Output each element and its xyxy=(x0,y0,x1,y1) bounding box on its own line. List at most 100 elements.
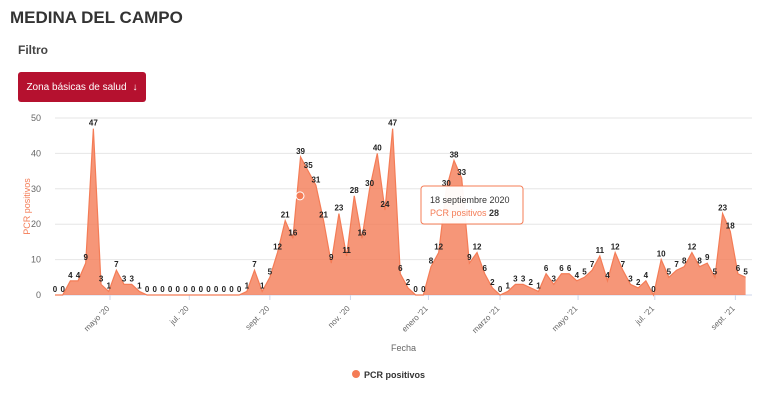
data-label: 39 xyxy=(296,147,305,156)
data-label: 6 xyxy=(736,264,741,273)
data-label: 2 xyxy=(529,278,534,287)
data-label: 9 xyxy=(467,253,472,262)
y-tick-label: 20 xyxy=(31,219,41,229)
data-label: 16 xyxy=(357,228,366,237)
data-label: 6 xyxy=(559,264,564,273)
data-label: 4 xyxy=(644,271,649,280)
data-label: 0 xyxy=(229,285,234,294)
filter-button[interactable]: Zona básicas de salud ↓ xyxy=(18,72,146,102)
data-label: 9 xyxy=(705,253,710,262)
data-label: 0 xyxy=(60,285,65,294)
data-label: 1 xyxy=(260,281,265,290)
data-label: 7 xyxy=(621,260,626,269)
data-label: 3 xyxy=(552,274,557,283)
data-label: 0 xyxy=(206,285,211,294)
data-label: 21 xyxy=(319,211,328,220)
data-label: 0 xyxy=(214,285,219,294)
data-label: 2 xyxy=(490,278,495,287)
data-label: 11 xyxy=(596,246,605,255)
area xyxy=(55,128,746,295)
y-tick-label: 0 xyxy=(36,290,41,300)
x-tick-label: sept. '21 xyxy=(709,304,737,332)
data-label: 21 xyxy=(281,211,290,220)
x-tick-label: enero '21 xyxy=(400,304,430,334)
legend-marker xyxy=(352,370,360,378)
data-label: 47 xyxy=(388,119,397,128)
data-label: 8 xyxy=(429,257,434,266)
data-label: 7 xyxy=(590,260,595,269)
data-label: 3 xyxy=(521,274,526,283)
data-label: 24 xyxy=(381,200,390,209)
data-label: 7 xyxy=(114,260,119,269)
x-tick-label: sept. '20 xyxy=(244,304,272,332)
data-label: 0 xyxy=(222,285,227,294)
data-label: 1 xyxy=(106,281,111,290)
data-label: 40 xyxy=(373,143,382,152)
arrow-icon: ↓ xyxy=(132,81,138,93)
data-label: 4 xyxy=(76,271,81,280)
data-label: 30 xyxy=(365,179,374,188)
y-tick-label: 40 xyxy=(31,148,41,158)
data-label: 0 xyxy=(176,285,181,294)
data-label: 10 xyxy=(657,250,666,259)
data-label: 0 xyxy=(145,285,150,294)
data-label: 35 xyxy=(304,161,313,170)
tooltip-series: PCR positivos xyxy=(430,208,487,218)
y-axis-title: PCR positivos xyxy=(22,178,32,235)
data-label: 6 xyxy=(398,264,403,273)
data-label: 5 xyxy=(667,267,672,276)
x-tick-label: nov. '20 xyxy=(326,304,352,330)
data-label: 0 xyxy=(168,285,173,294)
x-tick-label: mayo '21 xyxy=(550,304,580,334)
data-label: 2 xyxy=(406,278,411,287)
data-label: 8 xyxy=(682,257,687,266)
data-label: 12 xyxy=(434,243,443,252)
data-label: 0 xyxy=(53,285,58,294)
data-label: 5 xyxy=(582,267,587,276)
data-label: 18 xyxy=(726,221,735,230)
data-label: 1 xyxy=(536,281,541,290)
data-label: 9 xyxy=(83,253,88,262)
line xyxy=(55,128,746,297)
data-label: 8 xyxy=(697,257,702,266)
data-label: 0 xyxy=(183,285,188,294)
data-label: 4 xyxy=(575,271,580,280)
data-label: 6 xyxy=(482,264,487,273)
data-label: 3 xyxy=(122,274,127,283)
data-label: 12 xyxy=(473,243,482,252)
data-label: 33 xyxy=(457,168,466,177)
data-label: 12 xyxy=(611,243,620,252)
x-tick-label: jul. '21 xyxy=(633,304,657,328)
data-label: 0 xyxy=(199,285,204,294)
data-label: 23 xyxy=(334,204,343,213)
x-axis-title: Fecha xyxy=(391,343,416,353)
tooltip-value: 28 xyxy=(489,208,499,218)
data-label: 47 xyxy=(89,119,98,128)
data-label: 0 xyxy=(237,285,242,294)
data-label: 23 xyxy=(718,204,727,213)
data-label: 16 xyxy=(288,228,297,237)
y-tick-label: 50 xyxy=(31,113,41,123)
tooltip-date: 18 septiembre 2020 xyxy=(430,195,510,205)
data-label: 38 xyxy=(450,150,459,159)
data-label: 12 xyxy=(273,243,282,252)
data-label: 7 xyxy=(674,260,679,269)
data-label: 0 xyxy=(413,285,418,294)
data-label: 0 xyxy=(153,285,158,294)
button-text: Zona básicas de salud xyxy=(26,81,127,93)
data-label: 0 xyxy=(498,285,503,294)
data-label: 4 xyxy=(68,271,73,280)
data-label: 0 xyxy=(160,285,165,294)
data-label: 5 xyxy=(268,267,273,276)
data-label: 3 xyxy=(513,274,518,283)
data-label: 4 xyxy=(605,271,610,280)
data-label: 0 xyxy=(421,285,426,294)
data-label: 3 xyxy=(628,274,633,283)
data-label: 3 xyxy=(99,274,104,283)
legend-label: PCR positivos xyxy=(364,370,425,380)
data-label: 1 xyxy=(245,281,250,290)
data-label: 9 xyxy=(329,253,334,262)
x-tick-label: mayo '20 xyxy=(82,304,112,334)
